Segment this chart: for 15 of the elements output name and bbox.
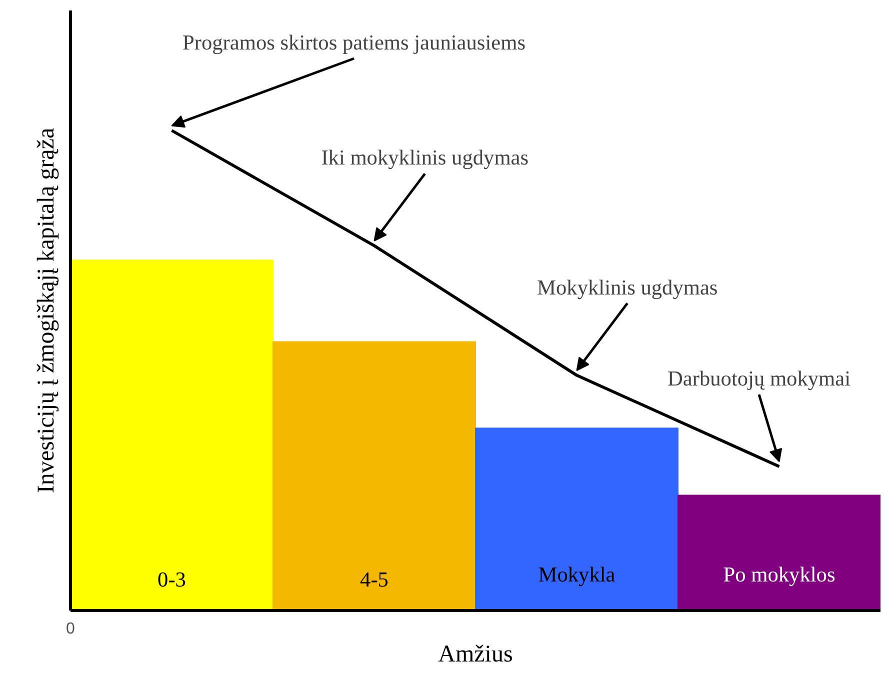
text: 0 bbox=[66, 620, 76, 638]
x-tick-label: 0-3 bbox=[158, 568, 186, 592]
x-axis-title: Amžius bbox=[438, 642, 513, 668]
annotation: Darbuotojų mokymai bbox=[667, 366, 851, 390]
x-tick-label: Po mokyklos bbox=[723, 562, 836, 586]
annotation: Programos skirtos patiems jauniausiems bbox=[182, 30, 526, 54]
x-tick-label: Mokykla bbox=[538, 562, 616, 586]
annotation: Mokyklinis ugdymas bbox=[537, 275, 718, 300]
bar bbox=[678, 494, 880, 610]
bar bbox=[70, 260, 274, 610]
bar bbox=[475, 428, 678, 610]
x-tick-label: 4-5 bbox=[360, 568, 388, 592]
annotation: Iki mokyklinis ugdymas bbox=[321, 146, 529, 170]
bar bbox=[272, 341, 476, 610]
y-axis-title: Investicijų į žmogiškąjį kapitalą grąža bbox=[34, 128, 60, 494]
